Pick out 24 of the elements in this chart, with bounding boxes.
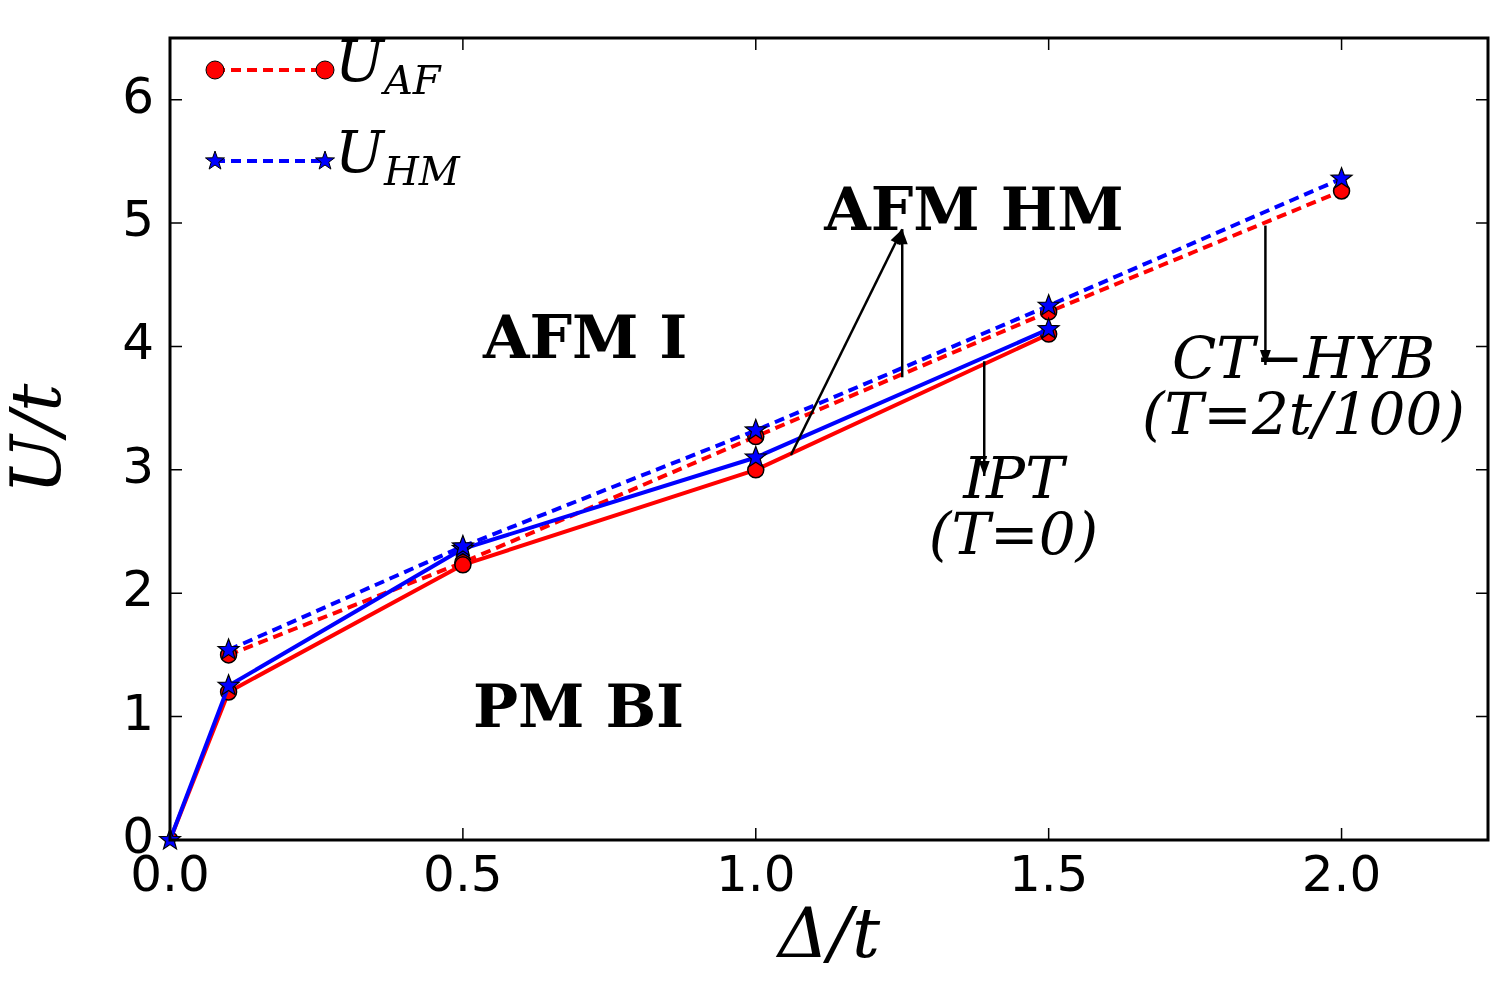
point xyxy=(1037,317,1060,339)
point xyxy=(744,418,767,440)
y-tick-label: 6 xyxy=(122,66,154,125)
y-tick-label: 3 xyxy=(122,436,154,495)
point xyxy=(217,638,240,660)
annotation: CT−HYB (T=2t/100) xyxy=(1141,323,1465,448)
x-tick-label: 0.5 xyxy=(423,844,503,903)
y-tick-label: 2 xyxy=(122,560,154,619)
legend-label: U$_{HM}$ xyxy=(335,116,460,196)
annotation: PM BI xyxy=(472,671,685,742)
x-tick-label: 2.0 xyxy=(1301,844,1382,903)
y-tick-label: 4 xyxy=(122,313,154,372)
point xyxy=(1330,167,1353,189)
y-axis-title: U/t xyxy=(0,382,78,495)
legend-label: U$_{AF}$ xyxy=(335,26,441,105)
annotation: IPT (T=0) xyxy=(928,444,1099,569)
x-tick-label: 1.5 xyxy=(1008,844,1089,903)
y-tick-label: 1 xyxy=(122,683,154,742)
y-tick-label: 5 xyxy=(122,190,154,249)
annotation: AFM I xyxy=(481,302,688,373)
point xyxy=(1037,294,1060,316)
point xyxy=(217,674,240,696)
point xyxy=(744,445,767,468)
annotation: AFM HM xyxy=(823,174,1124,245)
